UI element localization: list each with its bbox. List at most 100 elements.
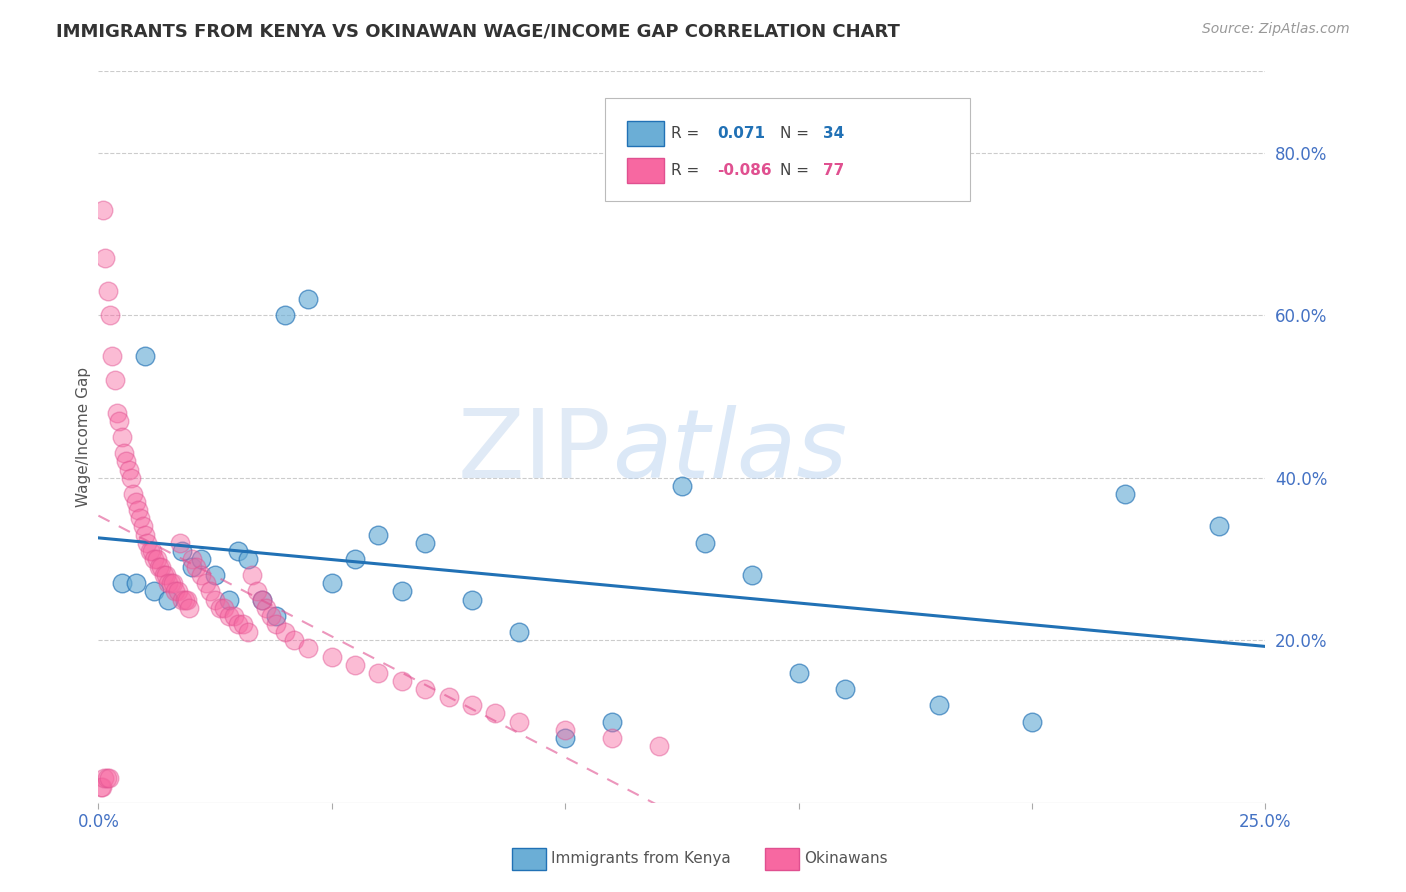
Text: -0.086: -0.086 (717, 162, 772, 178)
Point (344, 657, 367, 672)
Point (190, 568, 212, 582)
Point (246, 584, 269, 599)
Point (671, 479, 693, 493)
Point (136, 535, 159, 549)
Point (200, 584, 222, 599)
Point (132, 519, 155, 533)
Point (169, 535, 191, 549)
Point (190, 552, 212, 566)
Point (172, 592, 194, 607)
Point (787, 665, 810, 680)
Point (250, 592, 273, 607)
Point (1208, 519, 1230, 533)
Point (96, 772, 118, 786)
Point (134, 527, 156, 541)
Point (297, 641, 319, 656)
Point (391, 673, 413, 688)
Point (344, 552, 367, 566)
Point (554, 723, 576, 737)
Point (125, 576, 148, 591)
Point (94, 252, 117, 266)
Point (139, 544, 162, 558)
Point (484, 706, 506, 721)
Point (120, 471, 142, 485)
Text: R =: R = (671, 162, 704, 178)
Point (172, 544, 194, 558)
Text: Source: ZipAtlas.com: Source: ZipAtlas.com (1202, 22, 1350, 37)
Point (166, 584, 188, 599)
Point (647, 739, 669, 753)
Point (129, 511, 152, 525)
Point (157, 576, 180, 591)
Point (413, 681, 436, 696)
Point (321, 649, 343, 664)
Point (1021, 714, 1043, 729)
Text: ZIP: ZIP (458, 405, 612, 499)
Text: 77: 77 (823, 162, 844, 178)
Point (179, 600, 201, 615)
Point (159, 576, 181, 591)
Text: N =: N = (780, 162, 814, 178)
Point (367, 527, 389, 541)
Point (208, 600, 231, 615)
Point (186, 560, 208, 574)
Point (260, 608, 283, 623)
Point (554, 731, 576, 745)
Point (143, 552, 166, 566)
Point (274, 308, 297, 322)
Text: R =: R = (671, 126, 704, 141)
Point (222, 608, 245, 623)
Point (321, 576, 343, 591)
Point (367, 665, 389, 680)
Point (264, 617, 287, 632)
Point (1114, 487, 1136, 501)
Point (155, 568, 177, 582)
Point (461, 592, 484, 607)
Point (437, 690, 460, 705)
Point (141, 544, 163, 558)
Point (93, 772, 115, 786)
Point (228, 617, 250, 632)
Point (218, 608, 240, 623)
Point (250, 592, 273, 607)
Point (91, 202, 114, 217)
Point (112, 446, 135, 460)
Point (264, 608, 287, 623)
Point (297, 292, 319, 306)
Y-axis label: Wage/Income Gap: Wage/Income Gap (76, 367, 91, 508)
Point (600, 731, 623, 745)
Point (242, 568, 264, 582)
Point (97, 284, 120, 298)
Point (165, 584, 187, 599)
Point (204, 592, 226, 607)
Text: Immigrants from Kenya: Immigrants from Kenya (551, 851, 731, 865)
Text: 34: 34 (823, 126, 844, 141)
Point (115, 454, 138, 468)
Point (204, 568, 226, 582)
Point (834, 681, 856, 696)
Point (928, 698, 950, 713)
Point (108, 414, 131, 428)
Point (134, 349, 156, 363)
Point (413, 535, 436, 549)
Point (391, 584, 413, 599)
Point (180, 560, 202, 574)
Text: 0.071: 0.071 (717, 126, 765, 141)
Text: atlas: atlas (612, 405, 846, 499)
Text: N =: N = (780, 126, 814, 141)
Text: Okinawans: Okinawans (804, 851, 887, 865)
Point (741, 568, 763, 582)
Point (274, 625, 297, 640)
Point (146, 552, 169, 566)
Point (90, 780, 112, 794)
Point (194, 576, 217, 591)
Point (228, 544, 250, 558)
Point (695, 535, 717, 549)
Point (127, 503, 149, 517)
Point (600, 714, 623, 729)
Point (150, 560, 173, 574)
Point (111, 430, 134, 444)
Point (218, 592, 240, 607)
Text: IMMIGRANTS FROM KENYA VS OKINAWAN WAGE/INCOME GAP CORRELATION CHART: IMMIGRANTS FROM KENYA VS OKINAWAN WAGE/I… (56, 22, 900, 40)
Point (256, 600, 278, 615)
